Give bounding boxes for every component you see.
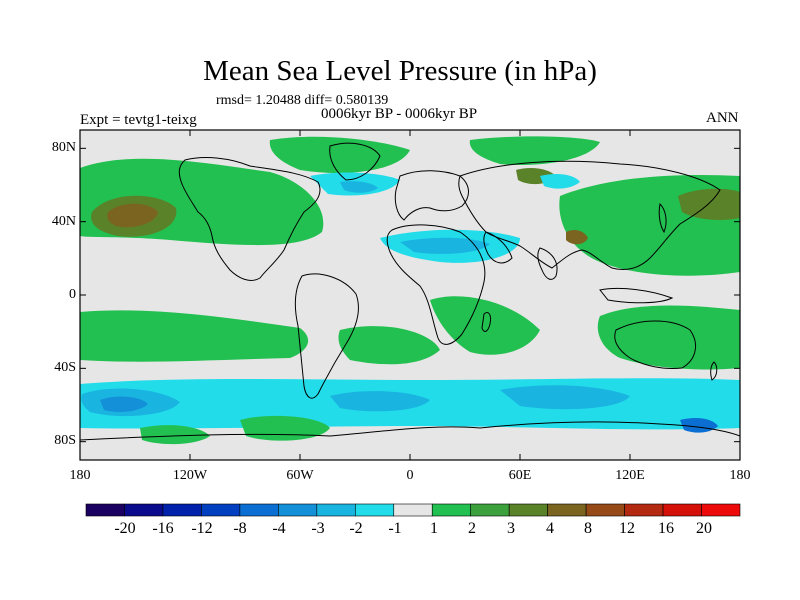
colorbar-box <box>431 503 472 517</box>
longitude-ticks <box>79 130 741 460</box>
colorbar-box <box>585 503 625 517</box>
colorbar-box <box>354 503 395 517</box>
colorbar-label: -16 <box>152 520 174 537</box>
africa-coastline <box>386 224 486 345</box>
colorbar-box <box>470 503 510 517</box>
japan-coastline <box>658 202 667 234</box>
middle-east-deep <box>400 237 490 254</box>
experiment-label: Expt = tevtg1-teixg <box>80 112 197 128</box>
colorbar-box <box>278 503 318 517</box>
kamchatka-core <box>678 188 740 220</box>
lat-label: 0 <box>69 287 76 302</box>
colorbar-box <box>201 503 241 517</box>
colorbar-box <box>239 503 279 517</box>
colorbar-label: -4 <box>272 520 286 537</box>
india-coastline <box>537 247 558 280</box>
australia-coastline <box>614 320 697 369</box>
colorbar-box <box>547 503 587 517</box>
greenland-coastline <box>329 142 381 181</box>
colorbar <box>85 503 741 517</box>
lon-label: 180 <box>69 468 91 483</box>
colorbar-label: 8 <box>584 520 592 537</box>
lat-label: 40N <box>51 214 76 229</box>
central-asia-negative <box>540 174 580 189</box>
colorbar-label: -20 <box>114 520 136 537</box>
southern-africa-positive <box>430 296 540 355</box>
southern-ocean-deep-3 <box>500 385 630 410</box>
colorbar-box <box>316 503 356 517</box>
tibet-core <box>566 230 588 245</box>
north-pacific-inner-core <box>107 203 158 228</box>
stats-line: rmsd= 1.20488 diff= 0.580139 <box>216 93 389 108</box>
south-atlantic-positive <box>338 326 440 365</box>
indonesia-coastline <box>599 287 674 304</box>
subtitle: 0006kyr BP - 0006kyr BP <box>321 106 478 122</box>
antarctic-patch-2 <box>140 425 210 445</box>
lat-label: 40S <box>54 360 76 375</box>
tropical-pacific-band <box>80 310 309 362</box>
season-label: ANN <box>706 110 739 126</box>
colorbar-box <box>85 503 125 517</box>
colorbar-label: -1 <box>388 520 402 537</box>
colorbar-label: 12 <box>619 520 635 537</box>
madagascar-coastline <box>481 311 491 332</box>
south-america-coastline <box>294 273 359 399</box>
lon-label: 120E <box>615 468 645 483</box>
colorbar-label: 4 <box>546 520 554 537</box>
colorbar-label: 2 <box>468 520 476 537</box>
colorbar-box <box>124 503 164 517</box>
lon-label: 60W <box>286 468 314 483</box>
lat-label: 80S <box>54 433 76 448</box>
antarctica-coastline <box>79 421 741 441</box>
colorbar-box <box>701 503 741 517</box>
colorbar-box <box>662 503 702 517</box>
colorbar-label: -3 <box>311 520 325 537</box>
colorbar-label: 3 <box>507 520 515 537</box>
colorbar-box <box>624 503 664 517</box>
lon-label: 60E <box>508 468 532 483</box>
colorbar-label: -2 <box>349 520 363 537</box>
colorbar-label: 16 <box>658 520 674 537</box>
arabia-coastline <box>483 231 513 264</box>
new-zealand-coastline <box>710 361 718 381</box>
north-america-coastline <box>178 157 321 281</box>
colorbar-box <box>162 503 202 517</box>
map-title: Mean Sea Level Pressure (in hPa) <box>203 55 597 87</box>
southern-ocean-core-1 <box>100 396 148 412</box>
colorbar-label: 20 <box>696 520 712 537</box>
lon-label: 0 <box>406 468 414 483</box>
southern-ocean-deep-2 <box>330 391 430 412</box>
colorbar-label: 1 <box>430 520 438 537</box>
north-atlantic-negative-core <box>340 181 378 193</box>
colorbar-label: -12 <box>191 520 213 537</box>
latitude-ticks <box>80 147 740 443</box>
lon-label: 120W <box>172 468 208 483</box>
coastlines <box>79 142 741 441</box>
arctic-positive <box>469 136 600 166</box>
colorbar-box <box>508 503 548 517</box>
australia-positive <box>597 305 740 370</box>
europe-coastline <box>394 170 469 221</box>
colorbar-label: -8 <box>233 520 247 537</box>
colorbar-box <box>393 503 433 517</box>
lon-label: 180 <box>729 468 751 483</box>
pressure-anomaly-fields <box>80 136 740 445</box>
lat-label: 80N <box>51 140 76 155</box>
